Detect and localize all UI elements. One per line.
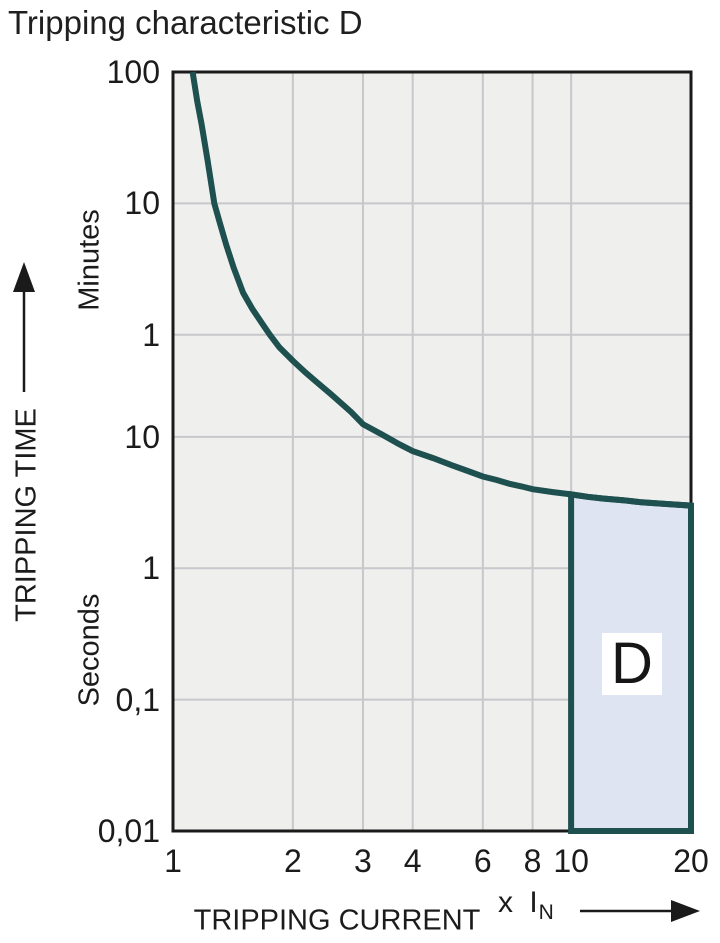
- x-axis-title: TRIPPING CURRENT: [193, 904, 481, 937]
- y-axis-unit-minutes: Minutes: [73, 209, 106, 311]
- x-axis-unit: x IN: [498, 886, 554, 924]
- up-arrow-icon: [13, 262, 35, 392]
- x-tick-label: 2: [283, 843, 302, 879]
- chart-title: Tripping characteristic D: [8, 4, 363, 41]
- x-tick-label: 6: [473, 843, 492, 879]
- right-arrow-icon: [580, 900, 700, 922]
- plot-border: [171, 70, 693, 833]
- x-tick-label: 10: [553, 843, 589, 879]
- y-tick-label: 1: [142, 550, 160, 587]
- x-tick-label: 4: [403, 843, 422, 879]
- y-tick-label: 10: [124, 418, 160, 455]
- y-tick-label: 100: [106, 54, 160, 90]
- x-tick-label: 3: [354, 843, 372, 879]
- region-d-label-box: D: [602, 633, 662, 695]
- x-tick-label: 1: [164, 843, 182, 879]
- x-tick-label: 20: [673, 843, 709, 879]
- y-axis-unit-seconds: Seconds: [73, 593, 106, 707]
- y-tick-label: 0,01: [97, 813, 160, 849]
- y-tick-label: 1: [142, 316, 160, 353]
- tripping-curve: [189, 71, 692, 509]
- region-d-label: D: [611, 631, 653, 696]
- y-axis-title: TRIPPING TIME: [10, 408, 43, 622]
- x-axis-unit-prefix: x I: [498, 886, 538, 919]
- y-tick-label: 10: [124, 185, 160, 222]
- x-axis-unit-subscript: N: [538, 901, 554, 924]
- y-tick-label: 0,1: [115, 681, 160, 718]
- x-tick-label: 8: [523, 843, 542, 879]
